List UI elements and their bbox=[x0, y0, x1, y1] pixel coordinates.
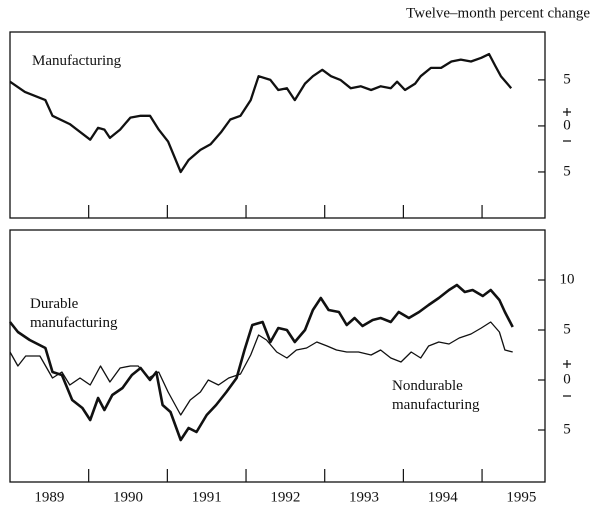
data-line bbox=[9, 321, 513, 416]
y-tick-label: 0 bbox=[563, 371, 571, 387]
x-tick-label: 1993 bbox=[349, 489, 379, 505]
y-tick-label: 5 bbox=[563, 163, 571, 179]
x-tick-label: 1995 bbox=[506, 489, 536, 505]
data-line bbox=[9, 52, 513, 174]
series-label: Nondurable manufacturing bbox=[392, 378, 480, 413]
series-label: Manufacturing bbox=[32, 53, 122, 69]
x-tick-label: 1994 bbox=[428, 489, 459, 505]
y-axis-label: Twelve–month percent change bbox=[406, 5, 590, 21]
data-line bbox=[8, 283, 514, 442]
plot-frame bbox=[9, 31, 546, 219]
y-tick-label: 0 bbox=[563, 117, 571, 133]
x-tick-label: 1992 bbox=[270, 489, 300, 505]
y-tick-label: 5 bbox=[563, 71, 571, 87]
y-tick-label: 10 bbox=[560, 271, 575, 287]
plot-frame bbox=[9, 229, 546, 483]
x-tick-label: 1989 bbox=[34, 489, 64, 505]
series-label: Durable manufacturing bbox=[30, 296, 118, 331]
x-tick-label: 1991 bbox=[192, 489, 222, 505]
y-tick-label: 5 bbox=[563, 321, 571, 337]
y-tick-label: 5 bbox=[563, 421, 571, 437]
sign-marks bbox=[563, 108, 571, 397]
plus-minus bbox=[563, 360, 571, 397]
plus-minus bbox=[563, 108, 571, 142]
x-tick-label: 1990 bbox=[113, 489, 143, 505]
